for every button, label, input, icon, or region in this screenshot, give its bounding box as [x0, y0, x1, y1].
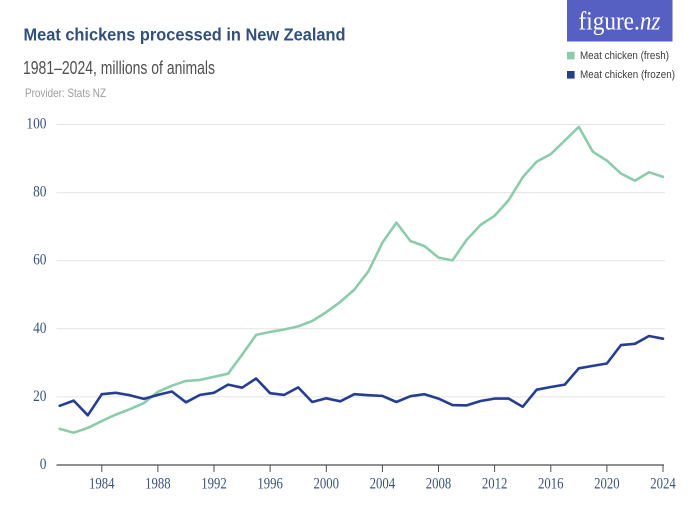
svg-text:2008: 2008: [426, 476, 452, 493]
svg-text:Meat chicken (fresh): Meat chicken (fresh): [580, 50, 669, 62]
svg-text:figure.nz: figure.nz: [579, 6, 661, 36]
svg-text:2000: 2000: [314, 476, 340, 493]
svg-text:Provider: Stats NZ: Provider: Stats NZ: [25, 86, 106, 100]
svg-text:1984: 1984: [89, 476, 115, 493]
svg-text:1992: 1992: [201, 476, 227, 493]
svg-text:Meat chickens processed in New: Meat chickens processed in New Zealand: [24, 25, 346, 45]
svg-text:1981–2024, millions of animals: 1981–2024, millions of animals: [23, 57, 215, 78]
svg-text:0: 0: [40, 456, 47, 473]
svg-text:80: 80: [33, 184, 46, 201]
svg-text:Meat chicken (frozen): Meat chicken (frozen): [580, 69, 675, 81]
svg-text:2024: 2024: [650, 476, 676, 493]
svg-text:2004: 2004: [370, 476, 396, 493]
svg-text:2020: 2020: [594, 476, 620, 493]
svg-text:100: 100: [26, 116, 46, 133]
svg-text:40: 40: [33, 320, 46, 337]
svg-text:2016: 2016: [538, 476, 564, 493]
svg-text:2012: 2012: [482, 476, 508, 493]
svg-text:1996: 1996: [257, 476, 283, 493]
svg-text:20: 20: [33, 388, 46, 405]
svg-text:60: 60: [33, 252, 46, 269]
svg-text:1988: 1988: [145, 476, 171, 493]
